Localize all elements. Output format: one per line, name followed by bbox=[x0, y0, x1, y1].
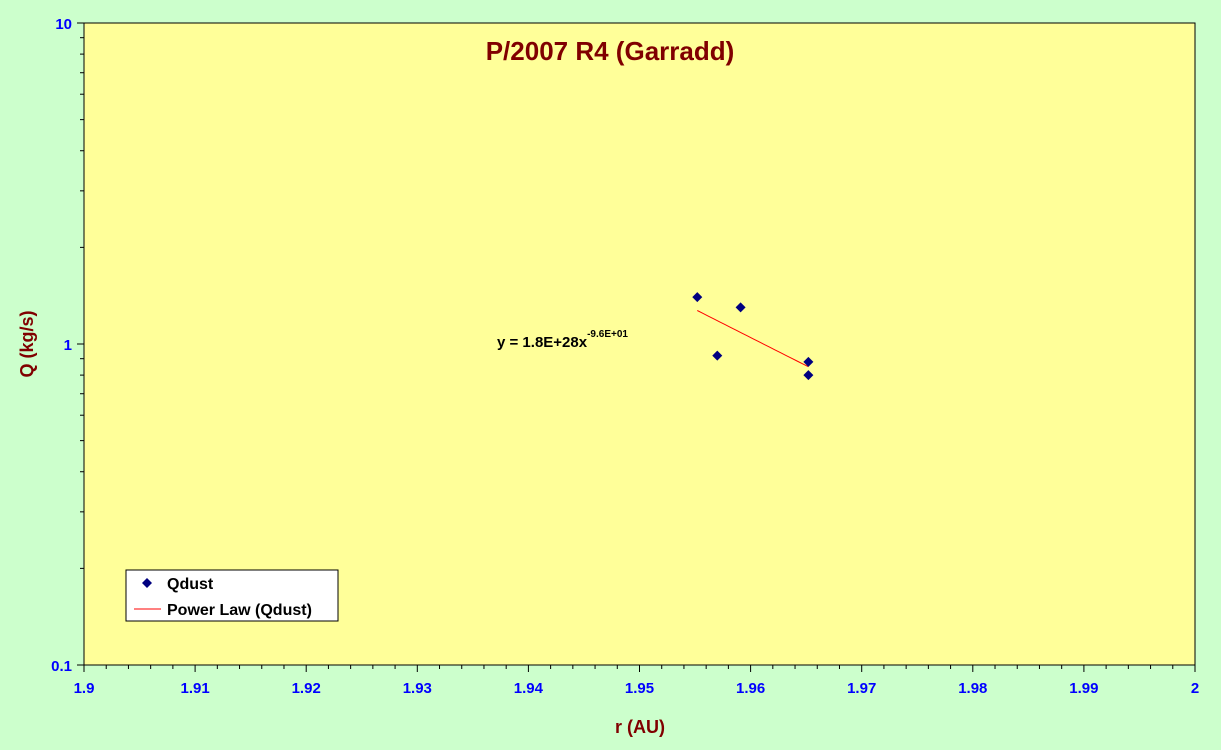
y-axis-ticks bbox=[77, 22, 84, 666]
qdust-point bbox=[803, 370, 814, 381]
equation-main: y = 1.8E+28x bbox=[497, 334, 588, 351]
x-tick-label: 1.98 bbox=[958, 680, 987, 697]
qdust-point bbox=[803, 356, 814, 367]
x-axis-ticks bbox=[83, 665, 1196, 672]
qdust-point bbox=[692, 292, 703, 303]
equation-exponent: -9.6E+01 bbox=[587, 329, 628, 340]
x-tick-label: 2 bbox=[1191, 680, 1199, 697]
qdust-point bbox=[735, 302, 746, 313]
y-tick-label: 10 bbox=[55, 16, 72, 33]
x-tick-label: 1.99 bbox=[1069, 680, 1098, 697]
trendline-layer bbox=[697, 310, 809, 368]
x-tick-label: 1.93 bbox=[403, 680, 432, 697]
y-tick-label: 1 bbox=[64, 337, 72, 354]
legend-qdust-label: Qdust bbox=[167, 576, 214, 593]
y-axis-title: Q (kg/s) bbox=[17, 310, 37, 377]
qdust-point bbox=[712, 350, 723, 361]
plot-area bbox=[83, 22, 1196, 666]
x-tick-label: 1.91 bbox=[180, 680, 209, 697]
trendline-equation: y = 1.8E+28x-9.6E+01 bbox=[497, 329, 628, 351]
x-tick-label: 1.92 bbox=[292, 680, 321, 697]
legend-box bbox=[125, 569, 339, 622]
chart-title: P/2007 R4 (Garradd) bbox=[486, 36, 735, 66]
x-tick-label: 1.95 bbox=[625, 680, 654, 697]
y-tick-label: 0.1 bbox=[51, 658, 72, 675]
x-tick-label: 1.9 bbox=[74, 680, 95, 697]
legend-qdust-marker bbox=[142, 578, 152, 588]
data-points bbox=[692, 292, 814, 381]
x-tick-label: 1.94 bbox=[514, 680, 544, 697]
legend: Qdust Power Law (Qdust) bbox=[125, 569, 339, 622]
x-tick-label: 1.97 bbox=[847, 680, 876, 697]
legend-trend-label: Power Law (Qdust) bbox=[167, 602, 312, 619]
x-axis-tick-labels: 1.9 1.91 1.92 1.93 1.94 1.95 1.96 1.97 1.98 1.99 2 bbox=[74, 680, 1200, 697]
power-law-trendline bbox=[697, 310, 809, 368]
y-axis-tick-labels: 0.1 1 10 bbox=[51, 16, 72, 675]
x-tick-label: 1.96 bbox=[736, 680, 765, 697]
x-axis-title: r (AU) bbox=[615, 717, 665, 737]
